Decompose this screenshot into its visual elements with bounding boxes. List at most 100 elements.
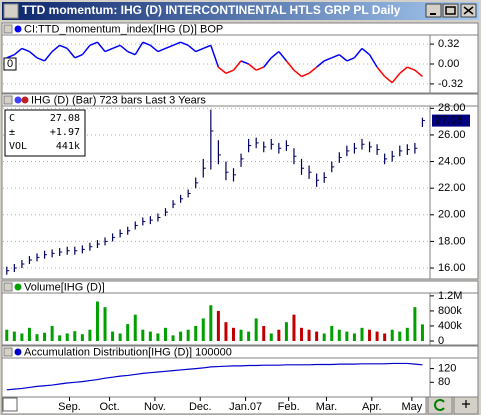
title-bar <box>2 2 479 20</box>
momentum-segment <box>157 47 166 53</box>
volume-bar <box>133 314 137 341</box>
volume-bar <box>239 329 243 341</box>
momentum-segment <box>225 69 234 75</box>
y-tick-label: 24.00 <box>438 155 466 167</box>
zero-label-box <box>3 57 17 71</box>
momentum-segment <box>66 47 76 59</box>
volume-bar <box>277 329 281 341</box>
momentum-segment <box>240 60 249 65</box>
y-tick-label: 26.00 <box>438 129 466 141</box>
x-tick-label: Nov. <box>144 401 166 413</box>
momentum-segment <box>293 69 302 78</box>
momentum-segment <box>217 66 227 74</box>
momentum-segment <box>180 41 189 47</box>
volume-bar <box>232 327 236 341</box>
volume-bar <box>368 329 372 341</box>
momentum-segment <box>368 54 378 68</box>
momentum-segment <box>361 47 371 56</box>
volume-bar <box>27 327 31 341</box>
momentum-segment <box>127 50 136 56</box>
volume-bar <box>88 329 92 341</box>
volume-bar <box>20 333 24 341</box>
momentum-segment <box>301 72 310 78</box>
value-axis <box>429 105 479 280</box>
volume-bar <box>398 331 402 341</box>
pane-title: Accumulation Distribution[IHG (D)] 10000… <box>24 346 232 358</box>
pane-title: CI:TTD_momentum_index[IHG (D)] BOP <box>24 23 223 35</box>
momentum-segment <box>285 60 295 71</box>
volume-bar <box>315 331 319 341</box>
momentum-segment <box>346 57 355 62</box>
value-axis <box>429 357 479 398</box>
close-icon <box>463 6 474 15</box>
volume-bar <box>156 333 160 341</box>
y-tick-label: 0 <box>438 335 444 347</box>
pane: Volume[IHG (D)] 1.2M 800k 400k 0 <box>1 280 479 347</box>
volume-bar <box>352 333 356 341</box>
info-label: ± <box>9 127 15 138</box>
pane-title: IHG (D) (Bar) 723 bars Last 3 Years <box>31 94 206 106</box>
volume-bar <box>292 314 296 341</box>
window-buttons <box>425 3 477 18</box>
momentum-segment <box>270 50 280 59</box>
volume-bar <box>201 318 205 341</box>
momentum-segment <box>195 47 204 53</box>
volume-bar <box>148 331 152 341</box>
value-axis <box>429 34 479 94</box>
minimize-button[interactable] <box>425 3 442 18</box>
volume-bar <box>163 327 167 341</box>
momentum-segment <box>202 44 212 50</box>
volume-bar <box>43 332 47 341</box>
momentum-segment <box>74 53 83 59</box>
last-price-label: 27.08 <box>435 114 463 126</box>
legend-icon <box>21 96 29 104</box>
pane-close-box <box>3 24 13 34</box>
pane-close-box <box>3 282 13 292</box>
momentum-segment <box>51 44 61 53</box>
info-value: 441k <box>56 141 80 152</box>
momentum-segment <box>119 44 129 53</box>
volume-bar <box>307 329 311 341</box>
volume-bar <box>141 329 145 341</box>
momentum-segment <box>21 47 30 53</box>
momentum-segment <box>89 41 98 47</box>
pane: CI:TTD_momentum_index[IHG (D)] BOP 0.32 0.… <box>1 22 479 94</box>
momentum-segment <box>43 51 53 62</box>
momentum-segment <box>407 66 416 71</box>
momentum-segment <box>187 44 197 53</box>
y-tick-label: 120 <box>438 362 456 374</box>
momentum-segment <box>232 60 242 71</box>
info-value: 27.08 <box>50 113 80 124</box>
volume-bar <box>171 335 175 341</box>
momentum-segment <box>414 69 423 78</box>
volume-bar <box>73 331 77 341</box>
maximize-icon <box>445 6 456 15</box>
y-tick-label: 80 <box>438 376 450 388</box>
momentum-segment <box>391 72 401 84</box>
momentum-segment <box>28 50 38 59</box>
volume-bar <box>420 324 424 341</box>
x-tick-label: Jan.07 <box>229 401 262 413</box>
volume-bar <box>111 331 115 341</box>
scroll-box[interactable] <box>2 397 18 412</box>
momentum-segment <box>376 66 386 77</box>
volume-bar <box>405 327 409 341</box>
momentum-segment <box>353 47 363 59</box>
legend-icon <box>14 283 22 291</box>
momentum-segment <box>210 45 220 68</box>
x-tick-label: May <box>401 401 422 413</box>
momentum-segment <box>323 57 333 62</box>
volume-bar <box>5 329 9 341</box>
y-tick-label: 16.00 <box>438 262 466 274</box>
momentum-segment <box>308 66 318 74</box>
momentum-segment <box>248 63 257 71</box>
momentum-segment <box>278 51 287 62</box>
volume-bar <box>194 325 198 341</box>
momentum-segment <box>165 44 174 50</box>
volume-bar <box>360 327 364 341</box>
y-tick-label: 22.00 <box>438 182 466 194</box>
x-tick-label: Apr. <box>362 401 382 413</box>
y-tick-label: 1.2M <box>438 290 462 302</box>
volume-bar <box>95 301 99 341</box>
y-tick-label: -0.32 <box>438 78 463 90</box>
